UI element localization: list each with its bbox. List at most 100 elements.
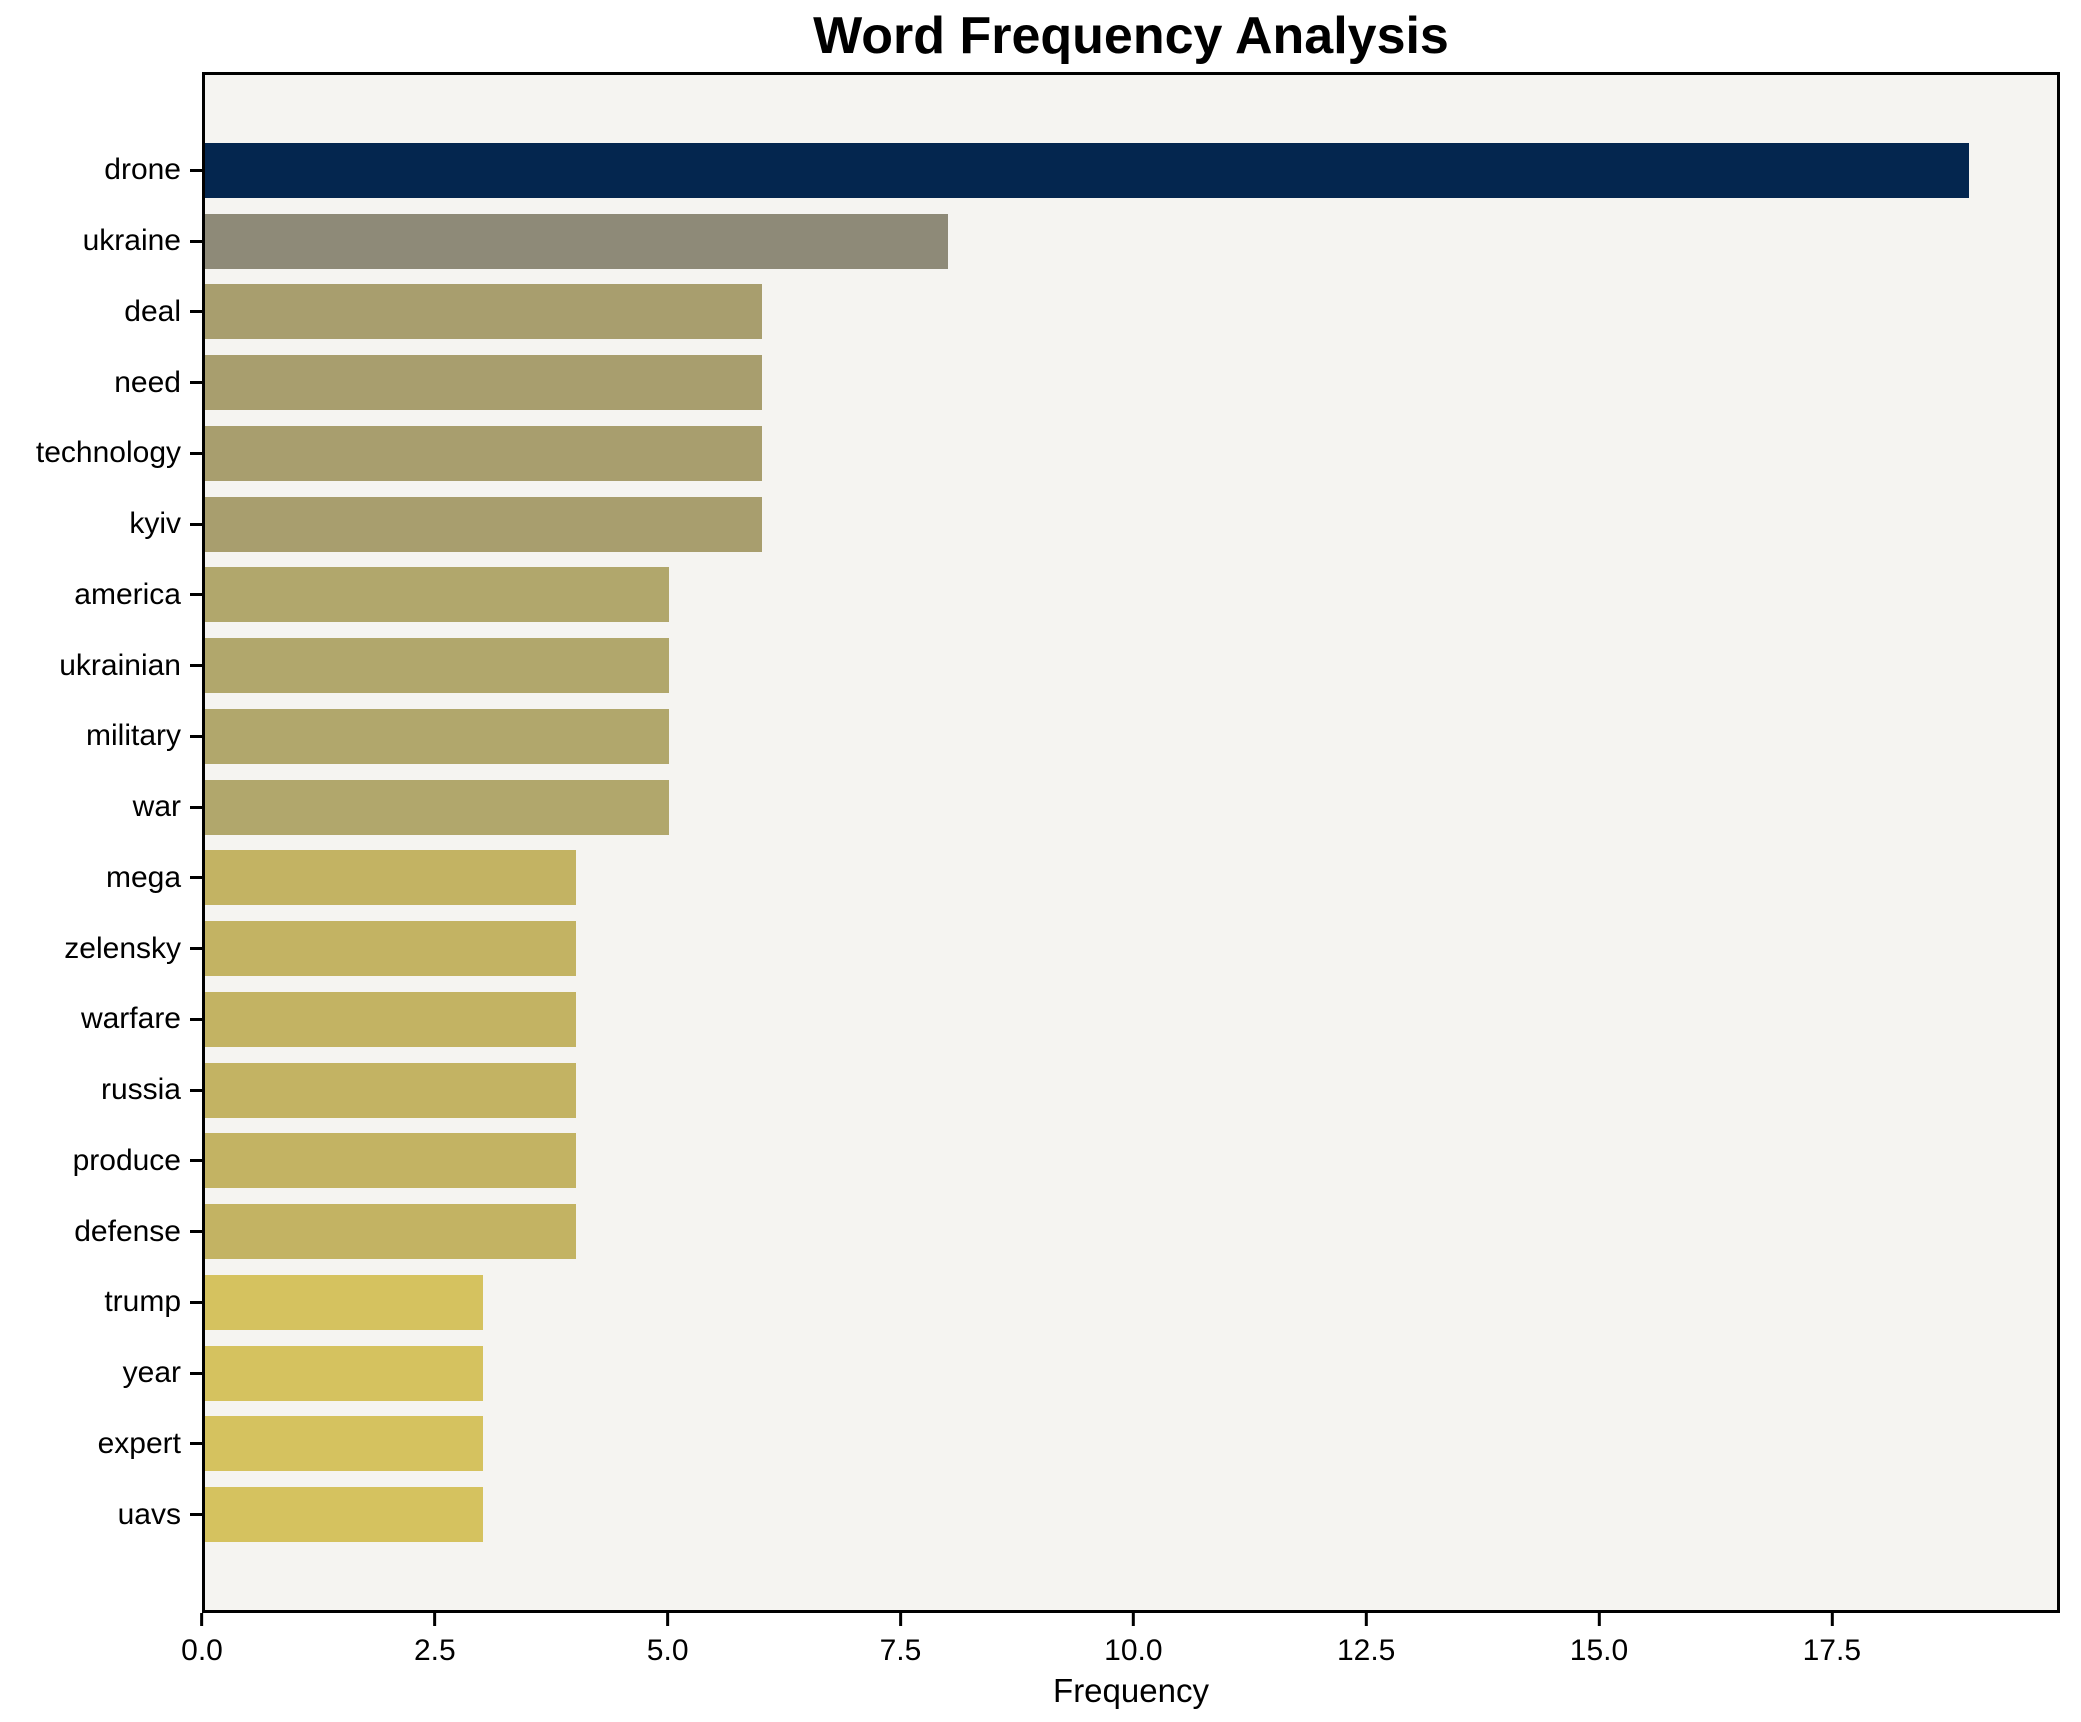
y-tick-mark <box>190 1442 203 1446</box>
x-tick-mark <box>200 1613 204 1626</box>
bar-trump <box>205 1274 484 1330</box>
y-tick-mark <box>190 239 203 243</box>
bars-area: drone ukraine deal need technology kyiv americ… <box>36 135 2057 1550</box>
y-axis-tick-label: military <box>86 719 181 753</box>
bar-russia <box>205 1062 577 1118</box>
y-tick-mark <box>190 734 203 738</box>
y-tick-mark <box>190 1513 203 1517</box>
x-tick: 7.5 <box>879 1613 922 1668</box>
x-axis: 0.0 2.5 5.0 7.5 10.0 12.5 15.0 17.5 <box>181 1613 2060 1683</box>
plot-area: drone ukraine deal need technology kyiv americ… <box>36 72 2060 1613</box>
bar-row: drone <box>104 135 2057 206</box>
x-tick-mark <box>433 1613 437 1626</box>
y-axis-tick-label: trump <box>104 1285 181 1319</box>
y-axis-tick-label: ukrainian <box>59 648 181 682</box>
bar-row: war <box>133 772 2057 843</box>
y-axis-tick-label: mega <box>105 860 181 894</box>
bar-row: technology <box>36 418 2057 489</box>
bar-drone <box>205 142 1969 198</box>
bar-row: mega <box>106 843 2057 914</box>
y-axis-tick-label: technology <box>35 436 181 470</box>
y-axis-tick-label: ukraine <box>82 224 181 258</box>
y-tick-mark <box>190 876 203 880</box>
x-axis-tick-label: 17.5 <box>1802 1634 1862 1667</box>
bar-need <box>205 355 762 411</box>
x-tick: 5.0 <box>647 1613 689 1668</box>
y-axis-tick-label: russia <box>100 1073 181 1107</box>
bar-zelensky <box>205 921 577 977</box>
y-axis-tick-label: deal <box>124 294 181 328</box>
y-tick-mark <box>190 805 203 809</box>
y-tick-mark <box>190 1017 203 1021</box>
bar-warfare <box>205 991 577 1047</box>
x-axis-label: Frequency <box>1053 1672 1209 1709</box>
bar-row: deal <box>124 277 2057 348</box>
y-axis-tick-label: america <box>74 577 181 611</box>
bar-uavs <box>205 1487 484 1543</box>
x-axis-tick-label: 0.0 <box>181 1634 223 1667</box>
x-tick: 12.5 <box>1337 1613 1395 1668</box>
bar-row: military <box>86 701 2057 772</box>
x-axis-tick-label: 12.5 <box>1336 1634 1396 1667</box>
x-tick: 0.0 <box>181 1613 223 1668</box>
y-tick-mark <box>190 310 203 314</box>
bar-row: need <box>114 347 2057 418</box>
bar-produce <box>205 1133 577 1189</box>
y-axis-tick-label: need <box>114 365 181 399</box>
x-tick: 17.5 <box>1803 1613 1861 1668</box>
x-axis-tick-label: 7.5 <box>879 1634 922 1667</box>
y-tick-mark <box>190 451 203 455</box>
bar-ukrainian <box>205 638 670 694</box>
bar-mega <box>205 850 577 906</box>
bar-row: uavs <box>118 1479 2057 1550</box>
y-tick-mark <box>190 522 203 526</box>
y-tick-mark <box>190 947 203 951</box>
x-axis-tick-label: 5.0 <box>646 1634 689 1667</box>
y-tick-mark <box>190 1371 203 1375</box>
y-axis-tick-label: zelensky <box>64 931 181 965</box>
y-tick-mark <box>190 1088 203 1092</box>
y-tick-mark <box>190 593 203 597</box>
bar-year <box>205 1345 484 1401</box>
x-tick-mark <box>1830 1613 1834 1626</box>
x-tick: 10.0 <box>1104 1613 1163 1668</box>
bar-defense <box>205 1204 577 1260</box>
bar-row: america <box>74 560 2057 631</box>
y-axis-tick-label: kyiv <box>129 507 181 541</box>
y-axis-tick-label: produce <box>72 1143 181 1177</box>
bar-ukraine <box>205 213 948 269</box>
bar-war <box>205 779 670 835</box>
bar-row: russia <box>101 1055 2057 1126</box>
bar-row: ukraine <box>83 206 2057 277</box>
y-axis-tick-label: drone <box>104 153 181 187</box>
x-axis-tick-label: 2.5 <box>413 1634 456 1667</box>
y-tick-mark <box>190 1159 203 1163</box>
bar-deal <box>205 284 762 340</box>
y-axis-tick-label: uavs <box>117 1497 181 1531</box>
bar-military <box>205 708 670 764</box>
y-axis-tick-label: warfare <box>80 1002 181 1036</box>
bar-row: expert <box>98 1409 2057 1480</box>
y-axis-tick-label: war <box>132 790 181 824</box>
x-tick-mark <box>1364 1613 1368 1626</box>
chart-title: Word Frequency Analysis <box>813 7 1449 65</box>
x-tick-mark <box>666 1613 670 1626</box>
x-tick-mark <box>898 1613 902 1626</box>
y-tick-mark <box>190 664 203 668</box>
y-tick-mark <box>190 381 203 385</box>
bar-technology <box>205 425 762 481</box>
x-tick: 2.5 <box>414 1613 456 1668</box>
bar-row: year <box>123 1338 2057 1409</box>
x-tick-mark <box>1131 1613 1135 1626</box>
bar-kyiv <box>205 496 762 552</box>
bar-row: warfare <box>81 984 2057 1055</box>
x-tick-mark <box>1597 1613 1601 1626</box>
bar-row: zelensky <box>64 913 2057 984</box>
bar-row: produce <box>73 1126 2057 1197</box>
x-tick: 15.0 <box>1570 1613 1628 1668</box>
bar-america <box>205 567 670 623</box>
bar-expert <box>205 1416 484 1472</box>
y-axis-tick-label: expert <box>97 1426 181 1460</box>
x-axis-tick-label: 15.0 <box>1569 1634 1629 1667</box>
